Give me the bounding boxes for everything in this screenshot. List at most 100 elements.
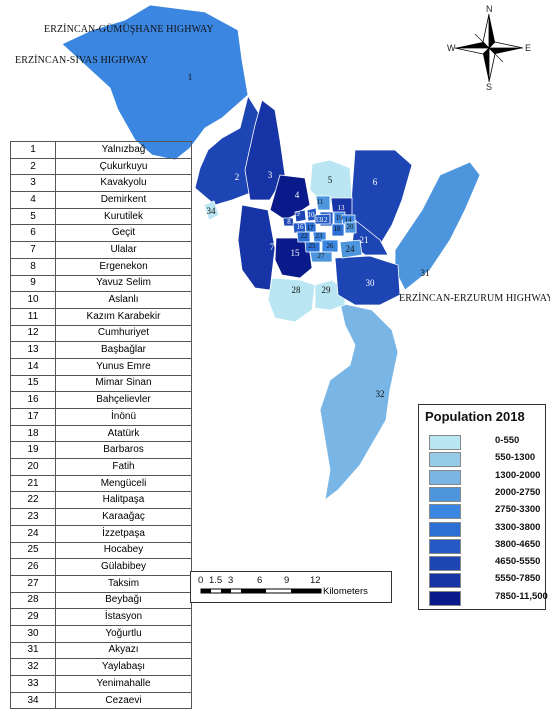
table-row: 32 Yaylabaşı (10, 658, 192, 676)
row-number: 29 (10, 608, 56, 626)
row-number: 17 (10, 408, 56, 426)
table-row: 18 Atatürk (10, 424, 192, 443)
table-row: 20 Fatih (10, 458, 192, 476)
legend-label: 7850-11,500 (495, 590, 548, 602)
scale-tick: 0 (198, 575, 204, 586)
row-number: 34 (10, 691, 56, 709)
legend-label: 2000-2750 (495, 486, 541, 498)
table-row: 27 Taksim (10, 574, 192, 593)
table-row: 7 Ulalar (10, 241, 192, 259)
row-name: Demirkent (55, 191, 192, 209)
scale-tick: 6 (257, 575, 263, 586)
map-label-6: 6 (373, 177, 378, 187)
map-label-31: 31 (421, 268, 430, 278)
row-name: Mimar Sinan (55, 374, 192, 393)
legend-label: 2750-3300 (495, 504, 541, 516)
row-number: 30 (10, 624, 56, 643)
legend-label: 3800-4650 (495, 538, 541, 550)
map-label-12: 12 (321, 216, 329, 224)
legend-swatch (429, 469, 461, 485)
row-name: İnönü (55, 408, 192, 426)
table-row: 21 Mengüceli (10, 474, 192, 493)
table-row: 34 Cezaevi (10, 691, 192, 709)
map-label-13: 13 (338, 204, 346, 212)
table-row: 16 Bahçelievler (10, 391, 192, 409)
row-number: 9 (10, 274, 56, 293)
neighborhood-table: 1 Yalnızbağ 2 Çukurkuyu 3 Kavakyolu 4 Demirkent… (10, 141, 192, 709)
row-name: Cezaevi (55, 691, 192, 709)
map-label-19: 19 (336, 214, 344, 222)
neighborhood-27 (309, 251, 333, 263)
row-number: 31 (10, 641, 56, 660)
row-number: 27 (10, 574, 56, 593)
map-label-34: 34 (207, 206, 217, 216)
compass-rose-icon (454, 13, 524, 83)
table-row: 12 Cumhuriyet (10, 324, 192, 343)
map-label-24: 24 (346, 244, 356, 254)
neighborhood-31 (394, 161, 481, 291)
row-name: Yalnızbağ (55, 141, 192, 159)
scale-unit: Kilometers (323, 586, 368, 597)
row-number: 15 (10, 374, 56, 393)
row-number: 28 (10, 591, 56, 610)
map-label-11: 11 (317, 198, 324, 206)
table-row: 9 Yavuz Selim (10, 274, 192, 293)
row-name: Aslanlı (55, 291, 192, 309)
table-row: 25 Hocabey (10, 541, 192, 560)
table-row: 15 Mimar Sinan (10, 374, 192, 393)
table-row: 8 Ergenekon (10, 257, 192, 276)
row-number: 3 (10, 174, 56, 193)
legend-label: 1300-2000 (495, 469, 541, 481)
neighborhood-24 (339, 239, 363, 259)
table-row: 13 Başbağlar (10, 341, 192, 359)
map-label-25: 25 (309, 242, 317, 250)
table-row: 31 Akyazı (10, 641, 192, 660)
table-row: 30 Yoğurtlu (10, 624, 192, 643)
map-label-4: 4 (295, 190, 300, 200)
table-row: 14 Yunus Emre (10, 357, 192, 376)
legend: Population 2018 0-550 550-1300 1300-2000 20… (418, 404, 548, 610)
row-number: 11 (10, 307, 56, 326)
map-label-3: 3 (268, 170, 273, 180)
map-label-22: 22 (301, 232, 309, 240)
row-name: Akyazı (55, 641, 192, 660)
row-number: 20 (10, 458, 56, 476)
map-label-29: 29 (322, 285, 332, 295)
table-row: 24 İzzetpaşa (10, 524, 192, 543)
legend-swatch (429, 573, 461, 589)
neighborhood-3 (244, 99, 286, 201)
map-label-1: 1 (188, 72, 193, 82)
map-label-27: 27 (318, 252, 326, 260)
row-name: Atatürk (55, 424, 192, 443)
row-name: Yavuz Selim (55, 274, 192, 293)
row-name: Cumhuriyet (55, 324, 192, 343)
map-label-33: 33 (315, 216, 323, 224)
neighborhood-32 (319, 302, 399, 501)
row-number: 7 (10, 241, 56, 259)
row-number: 19 (10, 441, 56, 460)
row-number: 23 (10, 508, 56, 526)
table-row: 2 Çukurkuyu (10, 157, 192, 176)
row-number: 13 (10, 341, 56, 359)
road-label-gumushane: ERZİNCAN-GÜMÜŞHANE HIGHWAY (44, 24, 214, 35)
row-number: 26 (10, 558, 56, 576)
row-name: Mengüceli (55, 474, 192, 493)
row-name: Yenimahalle (55, 675, 192, 693)
row-number: 1 (10, 141, 56, 159)
legend-swatch (429, 486, 461, 502)
row-number: 12 (10, 324, 56, 343)
table-row: 28 Beybağı (10, 591, 192, 610)
map-label-28: 28 (292, 285, 302, 295)
table-row: 22 Halitpaşa (10, 491, 192, 510)
legend-label: 550-1300 (495, 452, 536, 464)
neighborhood-18 (331, 223, 345, 237)
table-row: 23 Karaağaç (10, 508, 192, 526)
legend-label: 4650-5550 (495, 556, 541, 568)
map-label-17: 17 (307, 224, 315, 232)
row-number: 16 (10, 391, 56, 409)
table-row: 3 Kavakyolu (10, 174, 192, 193)
table-row: 17 İnönü (10, 408, 192, 426)
map-label-23: 23 (316, 232, 324, 240)
legend-label: 5550-7850 (495, 573, 541, 585)
neighborhood-20 (344, 221, 357, 234)
